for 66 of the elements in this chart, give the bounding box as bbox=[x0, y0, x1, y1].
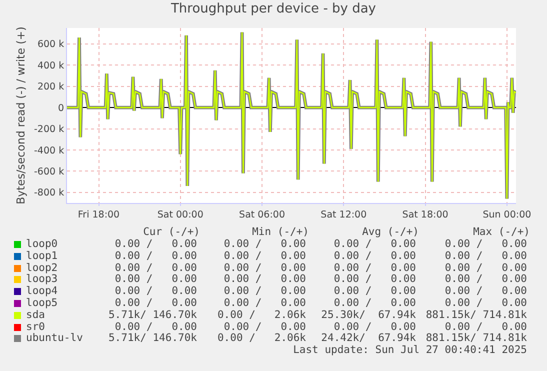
text: 0.00 / 0.00 bbox=[114, 262, 197, 274]
text: 0.00 / 0.00 bbox=[114, 250, 197, 262]
text: Last update: Sun Jul 27 00:40:41 2025 bbox=[293, 344, 527, 356]
y-tick-label: 200 k bbox=[37, 82, 65, 93]
text: 0.00 / 0.00 bbox=[334, 262, 416, 274]
legend-label: loop2 bbox=[26, 262, 58, 274]
text: 0.00 / 0.00 bbox=[114, 320, 197, 333]
y-axis-title: Bytes/second read (-) / write (+) bbox=[14, 26, 28, 204]
text: 881.15k/ 714.81k bbox=[426, 308, 527, 321]
text: 0.00 / 0.00 bbox=[334, 297, 416, 309]
text: 0.00 / 0.00 bbox=[334, 320, 416, 333]
text: 0.00 / 2.06k bbox=[217, 332, 306, 344]
text: 0.00 / 0.00 bbox=[224, 273, 306, 286]
text: 0.00 / 0.00 bbox=[114, 273, 197, 286]
text: 0.00 / 0.00 bbox=[114, 238, 197, 250]
text: 0.00 / 0.00 bbox=[224, 285, 306, 298]
text: 0.00 / 0.00 bbox=[114, 297, 197, 309]
legend-label: sda bbox=[26, 308, 45, 321]
legend-label: loop3 bbox=[26, 273, 58, 286]
y-tick-label: -800 k bbox=[34, 188, 65, 199]
text: 5.71k/ 146.70k bbox=[108, 308, 197, 321]
y-tick-label: 400 k bbox=[37, 60, 65, 72]
legend-label: loop1 bbox=[26, 250, 58, 262]
text: Cur (-/+) bbox=[143, 226, 200, 238]
text: 0.00 / 2.06k bbox=[217, 308, 306, 321]
x-tick-label: Sat 12:00 bbox=[320, 209, 367, 220]
text: 0.00 / 0.00 bbox=[334, 238, 416, 250]
legend-label: loop4 bbox=[26, 285, 58, 298]
text: 881.15k/ 714.81k bbox=[426, 332, 527, 344]
text: Avg (-/+) bbox=[362, 226, 419, 238]
x-tick-label: Sat 00:00 bbox=[157, 209, 204, 220]
x-tick-label: Sat 06:00 bbox=[239, 209, 286, 220]
text: Max (-/+) bbox=[473, 226, 530, 238]
text: 0.00 / 0.00 bbox=[224, 262, 306, 274]
y-tick-label: -600 k bbox=[34, 166, 65, 178]
text: 0.00 / 0.00 bbox=[224, 297, 306, 309]
chart-title: Throughput per device - by day bbox=[170, 1, 376, 16]
legend-label: loop5 bbox=[26, 297, 58, 309]
text: 0.00 / 0.00 bbox=[334, 250, 416, 262]
text: 24.42k/ 67.94k bbox=[321, 332, 416, 344]
x-tick-label: Sat 18:00 bbox=[402, 209, 448, 220]
text: 0.00 / 0.00 bbox=[444, 285, 527, 298]
legend-label: loop0 bbox=[26, 238, 58, 250]
text: 25.30k/ 67.94k bbox=[321, 308, 416, 321]
y-tick-label: -400 k bbox=[34, 145, 65, 156]
x-tick-label: Sun 00:00 bbox=[482, 209, 532, 220]
text: 0.00 / 0.00 bbox=[444, 297, 527, 309]
y-tick-label: -200 k bbox=[34, 124, 65, 136]
text: 0.00 / 0.00 bbox=[444, 262, 527, 274]
y-tick-label: 600 k bbox=[37, 39, 65, 50]
legend-label: sr0 bbox=[26, 320, 45, 333]
text: 0.00 / 0.00 bbox=[224, 320, 306, 333]
y-tick-label: 0 bbox=[58, 102, 64, 114]
text: 0.00 / 0.00 bbox=[224, 250, 306, 262]
text: 0.00 / 0.00 bbox=[444, 250, 527, 262]
text: 0.00 / 0.00 bbox=[224, 238, 306, 250]
text: Min (-/+) bbox=[252, 226, 309, 238]
text: 5.71k/ 146.70k bbox=[108, 332, 197, 344]
text: 0.00 / 0.00 bbox=[444, 320, 527, 333]
text: 0.00 / 0.00 bbox=[114, 285, 197, 298]
text: 0.00 / 0.00 bbox=[334, 273, 416, 286]
x-tick-label: Fri 18:00 bbox=[78, 209, 120, 220]
text: 0.00 / 0.00 bbox=[444, 238, 527, 250]
text: 0.00 / 0.00 bbox=[334, 285, 416, 298]
text: 0.00 / 0.00 bbox=[444, 273, 527, 286]
legend-label: ubuntu-lv bbox=[26, 332, 83, 344]
